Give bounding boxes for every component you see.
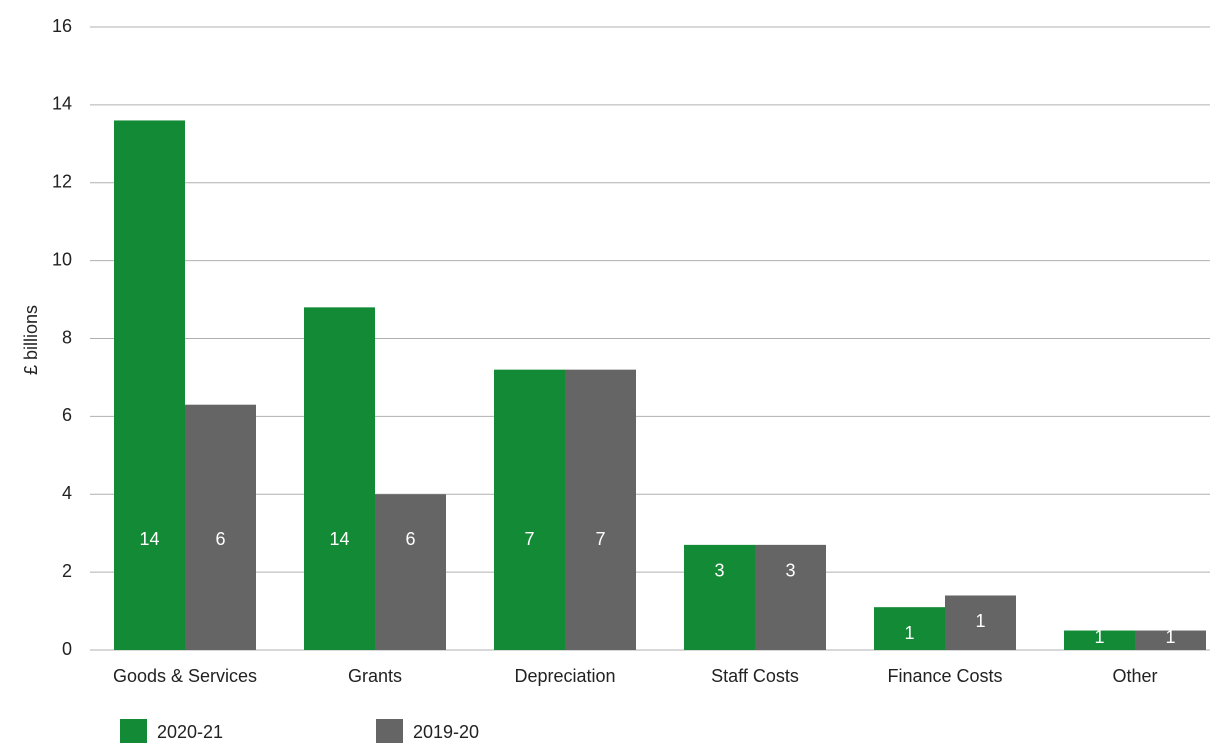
data-label: 1	[904, 623, 914, 643]
y-tick-label: 0	[62, 639, 72, 659]
bar	[565, 369, 636, 650]
data-label: 1	[975, 611, 985, 631]
bar	[945, 595, 1016, 650]
y-tick-label: 4	[62, 483, 72, 503]
bar	[114, 120, 185, 650]
legend-label: 2019-20	[413, 722, 479, 742]
y-tick-label: 14	[52, 94, 72, 114]
bar	[874, 607, 945, 650]
bar	[1064, 630, 1135, 650]
bar	[375, 494, 446, 650]
y-axis-label: £ billions	[21, 305, 41, 375]
y-tick-label: 8	[62, 327, 72, 347]
data-label: 7	[524, 529, 534, 549]
y-tick-label: 6	[62, 405, 72, 425]
x-tick-label: Other	[1112, 666, 1157, 686]
data-label: 6	[405, 529, 415, 549]
bar	[304, 307, 375, 650]
y-tick-label: 16	[52, 16, 72, 36]
data-label: 7	[595, 529, 605, 549]
x-tick-label: Staff Costs	[711, 666, 799, 686]
legend-swatch	[376, 719, 403, 743]
bar	[1135, 630, 1206, 650]
data-label: 3	[714, 561, 724, 581]
data-label: 1	[1165, 627, 1175, 647]
bar	[185, 404, 256, 650]
data-label: 14	[139, 529, 159, 549]
data-label: 3	[785, 561, 795, 581]
bar	[684, 544, 755, 650]
data-label: 14	[329, 529, 349, 549]
legend-label: 2020-21	[157, 722, 223, 742]
y-tick-label: 10	[52, 249, 72, 269]
y-tick-label: 12	[52, 172, 72, 192]
x-tick-label: Depreciation	[514, 666, 615, 686]
data-label: 1	[1094, 627, 1104, 647]
x-tick-label: Grants	[348, 666, 402, 686]
y-tick-label: 2	[62, 561, 72, 581]
data-label: 6	[215, 529, 225, 549]
bar	[494, 369, 565, 650]
bar	[755, 544, 826, 650]
x-tick-label: Goods & Services	[113, 666, 257, 686]
x-tick-label: Finance Costs	[887, 666, 1002, 686]
legend-swatch	[120, 719, 147, 743]
